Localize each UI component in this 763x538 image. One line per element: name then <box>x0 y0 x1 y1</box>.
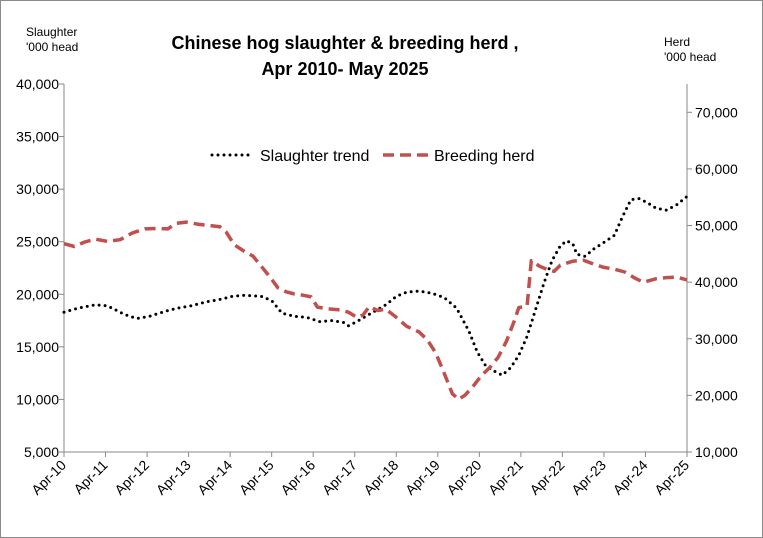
legend-slaughter-label: Slaughter trend <box>260 148 369 165</box>
chart-title-line1: Chinese hog slaughter & breeding herd , <box>171 33 519 53</box>
right-tick-label: 50,000 <box>695 218 738 234</box>
x-tick-label: Apr-11 <box>70 457 110 497</box>
left-tick-label: 5,000 <box>24 444 59 460</box>
slaughter-trend-line <box>62 195 689 377</box>
x-tick-label: Apr-23 <box>568 457 609 498</box>
right-tick-label: 40,000 <box>695 274 738 290</box>
chart-title: Chinese hog slaughter & breeding herd , A… <box>130 30 560 82</box>
right-tick-label: 30,000 <box>695 331 738 347</box>
left-tick-label: 10,000 <box>16 391 59 407</box>
x-tick-label: Apr-25 <box>651 457 692 498</box>
left-tick-label: 40,000 <box>16 76 59 92</box>
legend-breeding-label: Breeding herd <box>434 148 535 165</box>
x-tick-label: Apr-19 <box>402 457 443 498</box>
right-tick-label: 20,000 <box>695 387 738 403</box>
right-axis-label-line1: Herd <box>664 35 691 49</box>
left-axis-label-line2: '000 head <box>26 40 79 54</box>
right-tick-label: 60,000 <box>695 161 738 177</box>
x-tick-label: Apr-24 <box>610 457 651 498</box>
x-tick-label: Apr-18 <box>360 457 401 498</box>
x-tick-label: Apr-20 <box>443 457 484 498</box>
x-tick-label: Apr-21 <box>485 457 526 498</box>
chart-title-line2: Apr 2010- May 2025 <box>261 59 429 79</box>
right-tick-label: 10,000 <box>695 444 738 460</box>
x-tick-label: Apr-16 <box>277 457 318 498</box>
x-tick-label: Apr-14 <box>194 457 235 498</box>
left-tick-label: 25,000 <box>16 234 59 250</box>
right-axis-label: Herd '000 head <box>664 35 716 65</box>
x-tick-label: Apr-15 <box>236 457 277 498</box>
left-axis-label: Slaughter '000 head <box>26 25 78 55</box>
x-tick-label: Apr-22 <box>526 457 567 498</box>
x-tick-label: Apr-13 <box>153 457 194 498</box>
left-tick-label: 15,000 <box>16 339 59 355</box>
x-tick-label: Apr-12 <box>111 457 152 498</box>
left-tick-label: 35,000 <box>16 129 59 145</box>
left-tick-label: 30,000 <box>16 181 59 197</box>
x-tick-label: Apr-17 <box>319 457 360 498</box>
right-axis-label-line2: '000 head <box>664 50 717 64</box>
left-axis-label-line1: Slaughter <box>26 25 78 39</box>
left-tick-label: 20,000 <box>16 286 59 302</box>
x-tick-label: Apr-10 <box>28 457 69 498</box>
right-tick-label: 70,000 <box>695 104 738 120</box>
breeding-herd-line <box>63 220 688 402</box>
